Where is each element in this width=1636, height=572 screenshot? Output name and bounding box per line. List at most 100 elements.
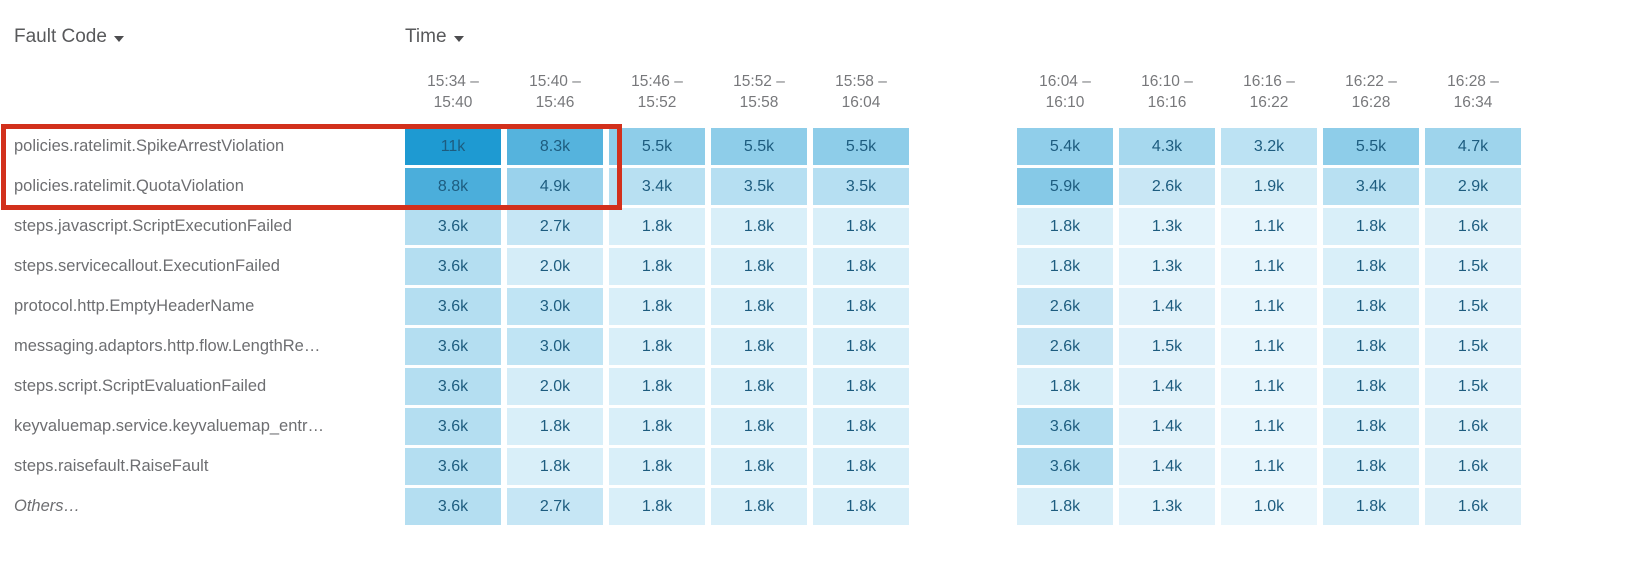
heatmap-cell[interactable]: 1.8k	[711, 408, 807, 445]
heatmap-cell[interactable]: 1.5k	[1119, 328, 1215, 365]
heatmap-cell[interactable]: 1.6k	[1425, 488, 1521, 525]
heatmap-cell[interactable]: 1.8k	[813, 208, 909, 245]
heatmap-cell[interactable]: 1.4k	[1119, 288, 1215, 325]
heatmap-cell[interactable]: 1.5k	[1425, 328, 1521, 365]
heatmap-cell[interactable]: 1.8k	[1017, 488, 1113, 525]
heatmap-cell[interactable]: 1.8k	[609, 408, 705, 445]
heatmap-cell[interactable]: 1.1k	[1221, 368, 1317, 405]
heatmap-cell[interactable]: 1.8k	[711, 488, 807, 525]
heatmap-cell[interactable]: 1.4k	[1119, 448, 1215, 485]
heatmap-cell[interactable]: 2.9k	[1425, 168, 1521, 205]
heatmap-cell[interactable]: 3.6k	[405, 448, 501, 485]
heatmap-cell[interactable]: 1.8k	[1323, 488, 1419, 525]
heatmap-cell[interactable]: 1.8k	[1323, 328, 1419, 365]
heatmap-cell[interactable]: 1.8k	[609, 488, 705, 525]
heatmap-cell[interactable]: 3.5k	[711, 168, 807, 205]
time-sort-button[interactable]: Time	[405, 26, 464, 48]
heatmap-cell[interactable]: 8.3k	[507, 128, 603, 165]
heatmap-cell[interactable]: 1.8k	[813, 368, 909, 405]
heatmap-cell[interactable]: 1.8k	[813, 248, 909, 285]
heatmap-cell[interactable]: 3.6k	[405, 288, 501, 325]
heatmap-cell[interactable]: 1.8k	[1323, 248, 1419, 285]
heatmap-cell[interactable]: 4.3k	[1119, 128, 1215, 165]
heatmap-cell[interactable]: 1.6k	[1425, 448, 1521, 485]
heatmap-cell[interactable]: 1.8k	[609, 448, 705, 485]
heatmap-cell[interactable]: 5.5k	[813, 128, 909, 165]
heatmap-cell[interactable]: 1.5k	[1425, 288, 1521, 325]
heatmap-cell[interactable]: 2.6k	[1017, 288, 1113, 325]
heatmap-cell[interactable]: 5.5k	[1323, 128, 1419, 165]
heatmap-cell[interactable]: 1.8k	[711, 328, 807, 365]
heatmap-cell[interactable]: 1.1k	[1221, 328, 1317, 365]
heatmap-cell[interactable]: 1.0k	[1221, 488, 1317, 525]
fault-code-sort-button[interactable]: Fault Code	[14, 26, 124, 48]
heatmap-cell[interactable]: 1.8k	[1323, 288, 1419, 325]
heatmap-cell[interactable]: 1.8k	[1323, 208, 1419, 245]
heatmap-cell[interactable]: 1.8k	[609, 288, 705, 325]
heatmap-cell[interactable]: 3.4k	[1323, 168, 1419, 205]
heatmap-cell[interactable]: 3.2k	[1221, 128, 1317, 165]
heatmap-cell[interactable]: 1.8k	[507, 408, 603, 445]
heatmap-cell[interactable]: 3.6k	[405, 368, 501, 405]
heatmap-cell[interactable]: 3.6k	[405, 488, 501, 525]
heatmap-cell[interactable]: 2.0k	[507, 248, 603, 285]
heatmap-cell[interactable]: 1.8k	[1323, 408, 1419, 445]
heatmap-cell[interactable]: 4.7k	[1425, 128, 1521, 165]
heatmap-cell[interactable]: 5.5k	[711, 128, 807, 165]
heatmap-cell[interactable]: 1.8k	[1017, 208, 1113, 245]
heatmap-cell[interactable]: 3.6k	[1017, 408, 1113, 445]
heatmap-cell[interactable]: 1.8k	[1017, 368, 1113, 405]
heatmap-cell[interactable]: 11k	[405, 128, 501, 165]
heatmap-cell[interactable]: 2.7k	[507, 208, 603, 245]
heatmap-cell[interactable]: 3.6k	[405, 408, 501, 445]
heatmap-cell[interactable]: 1.8k	[711, 248, 807, 285]
heatmap-cell[interactable]: 1.1k	[1221, 408, 1317, 445]
heatmap-cell[interactable]: 1.8k	[813, 328, 909, 365]
heatmap-cell[interactable]: 1.8k	[1323, 448, 1419, 485]
heatmap-cell[interactable]: 3.0k	[507, 288, 603, 325]
heatmap-cell[interactable]: 1.8k	[813, 448, 909, 485]
heatmap-cell[interactable]: 1.8k	[609, 368, 705, 405]
heatmap-cell[interactable]: 2.0k	[507, 368, 603, 405]
heatmap-cell[interactable]: 3.0k	[507, 328, 603, 365]
heatmap-cell[interactable]: 1.8k	[609, 328, 705, 365]
heatmap-cell[interactable]: 1.1k	[1221, 288, 1317, 325]
heatmap-cell[interactable]: 1.3k	[1119, 488, 1215, 525]
heatmap-cell[interactable]: 1.8k	[711, 448, 807, 485]
heatmap-cell[interactable]: 1.8k	[813, 408, 909, 445]
heatmap-cell[interactable]: 1.3k	[1119, 248, 1215, 285]
heatmap-cell[interactable]: 2.6k	[1119, 168, 1215, 205]
heatmap-cell[interactable]: 5.4k	[1017, 128, 1113, 165]
heatmap-cell[interactable]: 1.5k	[1425, 368, 1521, 405]
heatmap-cell[interactable]: 1.8k	[1017, 248, 1113, 285]
heatmap-cell[interactable]: 1.4k	[1119, 368, 1215, 405]
heatmap-cell[interactable]: 5.5k	[609, 128, 705, 165]
heatmap-cell[interactable]: 1.4k	[1119, 408, 1215, 445]
heatmap-cell[interactable]: 1.6k	[1425, 208, 1521, 245]
heatmap-cell[interactable]: 3.6k	[405, 208, 501, 245]
heatmap-cell[interactable]: 1.8k	[711, 208, 807, 245]
heatmap-cell[interactable]: 1.8k	[609, 248, 705, 285]
heatmap-cell[interactable]: 1.9k	[1221, 168, 1317, 205]
heatmap-cell[interactable]: 3.5k	[813, 168, 909, 205]
heatmap-cell[interactable]: 1.8k	[711, 288, 807, 325]
heatmap-cell[interactable]: 1.8k	[711, 368, 807, 405]
heatmap-cell[interactable]: 3.6k	[405, 328, 501, 365]
heatmap-cell[interactable]: 1.8k	[813, 488, 909, 525]
heatmap-cell[interactable]: 1.5k	[1425, 248, 1521, 285]
heatmap-cell[interactable]: 1.8k	[813, 288, 909, 325]
heatmap-cell[interactable]: 4.9k	[507, 168, 603, 205]
heatmap-cell[interactable]: 1.1k	[1221, 248, 1317, 285]
heatmap-cell[interactable]: 1.1k	[1221, 208, 1317, 245]
heatmap-cell[interactable]: 1.8k	[507, 448, 603, 485]
heatmap-cell[interactable]: 1.3k	[1119, 208, 1215, 245]
heatmap-cell[interactable]: 1.8k	[1323, 368, 1419, 405]
heatmap-cell[interactable]: 1.8k	[609, 208, 705, 245]
heatmap-cell[interactable]: 2.6k	[1017, 328, 1113, 365]
heatmap-cell[interactable]: 3.6k	[405, 248, 501, 285]
heatmap-cell[interactable]: 2.7k	[507, 488, 603, 525]
heatmap-cell[interactable]: 5.9k	[1017, 168, 1113, 205]
heatmap-cell[interactable]: 3.4k	[609, 168, 705, 205]
heatmap-cell[interactable]: 8.8k	[405, 168, 501, 205]
heatmap-cell[interactable]: 1.1k	[1221, 448, 1317, 485]
